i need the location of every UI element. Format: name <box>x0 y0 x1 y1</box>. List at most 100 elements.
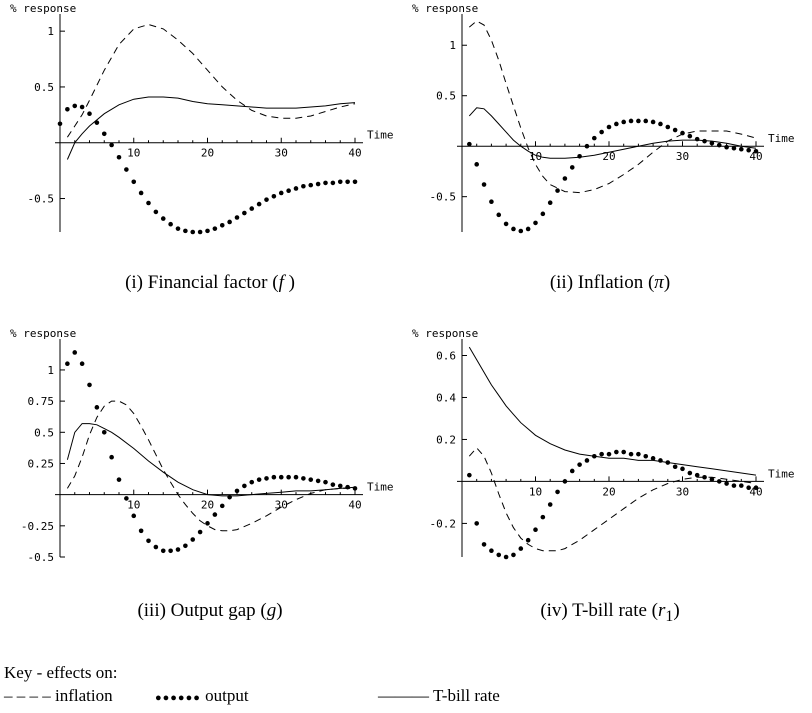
output-point <box>109 142 114 148</box>
x-tick-label: 30 <box>275 147 288 160</box>
output-point <box>702 138 707 144</box>
output-point <box>562 479 568 484</box>
output-point <box>249 479 255 485</box>
output-point <box>547 200 553 206</box>
output-point <box>146 200 151 206</box>
output-point <box>716 479 722 484</box>
output-point <box>731 483 737 488</box>
series-output <box>57 103 358 235</box>
y-tick-label: 0.5 <box>436 90 456 103</box>
output-point <box>315 478 321 484</box>
output-point <box>308 182 314 188</box>
output-point <box>584 458 590 463</box>
key-output-label: output <box>205 686 249 705</box>
output-point <box>352 179 358 185</box>
output-point <box>330 482 336 487</box>
output-point <box>540 514 546 520</box>
output-point <box>474 162 479 167</box>
output-point <box>197 229 203 235</box>
output-point <box>731 145 737 151</box>
output-point <box>278 474 284 480</box>
output-point <box>131 179 137 185</box>
output-point <box>124 167 129 172</box>
output-point <box>146 538 151 544</box>
y-axis-label: % response <box>10 2 76 15</box>
output-point <box>709 140 715 146</box>
panel-tbill-rate: % response Time 10 20 30 40 0.6 0.4 0.2 -0.2 <box>400 325 812 565</box>
output-point <box>57 121 63 127</box>
output-point <box>525 537 531 543</box>
series-output <box>467 449 759 560</box>
output-point <box>636 118 641 124</box>
output-point <box>65 361 70 367</box>
output-point <box>709 477 715 482</box>
output-point <box>525 226 531 232</box>
output-point <box>72 103 78 109</box>
output-point <box>168 548 173 554</box>
output-point <box>94 120 100 125</box>
x-axis-label: Time <box>768 467 795 480</box>
output-point <box>694 136 700 142</box>
x-tick-label: 30 <box>676 485 689 498</box>
output-point <box>190 229 196 235</box>
output-point <box>301 183 306 189</box>
y-tick-label: -0.5 <box>28 193 55 206</box>
output-point <box>739 146 744 152</box>
y-tick-label: -0.25 <box>21 520 54 533</box>
output-point <box>680 130 685 136</box>
x-tick-label: 10 <box>529 485 542 498</box>
key-tbill-symbol: ——— <box>378 686 429 705</box>
series-tbill-line <box>468 107 757 159</box>
output-point <box>301 476 306 481</box>
output-point <box>643 118 649 124</box>
output-point <box>739 483 744 488</box>
output-point <box>496 552 502 558</box>
output-point <box>474 521 479 526</box>
output-point <box>746 485 751 491</box>
output-point <box>286 188 291 194</box>
y-tick-label: 0.5 <box>34 426 54 439</box>
output-point <box>533 527 538 533</box>
y-tick-label: 1 <box>47 364 54 377</box>
output-point <box>511 552 516 558</box>
key-inflation: – – – – inflation <box>4 686 113 706</box>
output-point <box>345 484 350 490</box>
output-point <box>724 481 729 486</box>
y-tick-label: 0.25 <box>28 457 55 470</box>
output-point <box>540 211 546 217</box>
output-point <box>650 119 656 125</box>
output-point <box>680 466 685 472</box>
x-tick-label: 30 <box>275 499 288 512</box>
y-tick-label: 0.75 <box>28 395 55 408</box>
y-axis-label: % response <box>412 327 478 340</box>
output-point <box>614 121 619 127</box>
output-point <box>175 547 181 552</box>
output-point <box>621 119 626 125</box>
x-tick-label: 40 <box>749 150 762 163</box>
output-point <box>116 477 122 482</box>
output-point <box>606 124 612 130</box>
output-point <box>584 143 590 149</box>
output-point <box>286 474 291 480</box>
output-point <box>138 528 144 534</box>
output-point <box>753 485 759 491</box>
output-point <box>533 220 538 226</box>
output-point <box>65 106 70 112</box>
output-point <box>183 228 188 234</box>
output-point <box>650 456 656 461</box>
panel-output-gap: % response Time 10 20 30 40 1 0.75 0.5 0.25 -0.25 -… <box>0 325 400 565</box>
output-point <box>242 210 247 216</box>
output-point <box>628 118 634 124</box>
output-point <box>131 513 137 519</box>
series-inflation-line <box>66 400 355 532</box>
caption-inflation: (ii) Inflation (π) <box>549 272 671 293</box>
output-point <box>555 489 560 495</box>
output-point <box>337 483 343 489</box>
output-point <box>658 121 663 127</box>
x-tick-label: 40 <box>348 499 361 512</box>
caption-financial-factor: (i) Financial factor (f ) <box>125 272 295 293</box>
output-point <box>606 451 612 457</box>
output-point <box>746 147 751 153</box>
output-point <box>518 228 524 234</box>
output-point <box>687 133 693 139</box>
